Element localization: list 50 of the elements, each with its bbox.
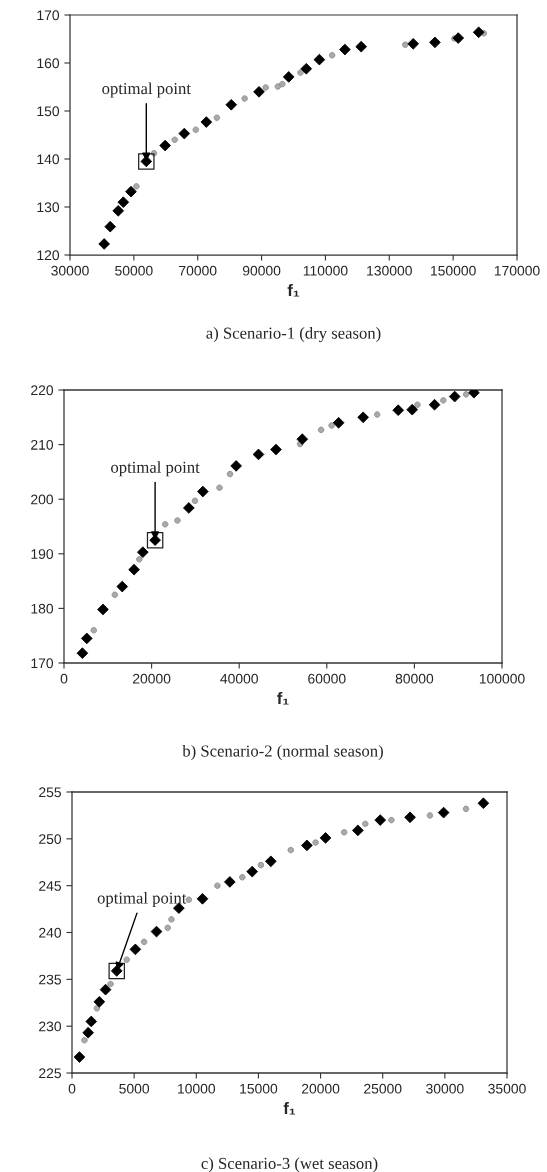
x-axis-title: f₁ [277, 691, 289, 705]
x-axis-title: f₁ [287, 283, 300, 297]
x-tick-label: 5000 [119, 1083, 150, 1094]
text: b) Scenario-2 (normal season) [182, 744, 383, 761]
x-tick-label: 30000 [426, 1083, 464, 1094]
y-tick-label: 255 [39, 787, 61, 798]
x-tick-label: 0 [68, 1083, 76, 1094]
annotation: optimal point [111, 461, 200, 477]
x-tick-label: 90000 [242, 265, 281, 276]
x-tick-label: 80000 [395, 673, 434, 684]
y-tick-label: 240 [39, 927, 62, 938]
y-tick-label: 225 [39, 1068, 61, 1079]
y-tick-label: 180 [31, 603, 54, 614]
x-tick-label: 100000 [479, 673, 525, 684]
y-tick-label: 160 [37, 58, 60, 69]
x-tick-label: 40000 [220, 673, 258, 684]
y-tick-label: 150 [37, 106, 60, 117]
y-tick-label: 235 [39, 974, 61, 985]
y-tick-label: 220 [31, 385, 54, 396]
y-tick-label: 200 [31, 494, 54, 505]
y-tick-label: 170 [31, 658, 54, 669]
y-tick-label: 170 [37, 10, 60, 21]
x-tick-label: 170000 [494, 265, 540, 276]
x-tick-label: 70000 [179, 265, 217, 276]
x-tick-label: 20000 [132, 673, 171, 684]
y-tick-label: 230 [39, 1021, 62, 1032]
y-tick-label: 245 [39, 881, 61, 891]
y-tick-label: 120 [37, 250, 60, 261]
text: c) Scenario-3 (wet season) [201, 1157, 378, 1172]
x-tick-label: 25000 [364, 1083, 402, 1094]
annotation: optimal point [102, 82, 191, 98]
x-tick-label: 10000 [178, 1083, 216, 1094]
y-tick-label: 250 [39, 834, 62, 844]
x-tick-label: 35000 [488, 1083, 526, 1094]
y-tick-label: 140 [37, 154, 60, 165]
x-tick-label: 0 [60, 673, 68, 684]
text: a) Scenario-1 (dry season) [206, 327, 381, 343]
y-tick-label: 210 [31, 439, 54, 450]
x-tick-label: 60000 [308, 673, 346, 684]
y-tick-label: 130 [37, 202, 60, 213]
x-tick-label: 30000 [51, 265, 89, 276]
x-axis-title: f₁ [283, 1101, 296, 1115]
x-tick-label: 15000 [240, 1083, 278, 1094]
x-tick-label: 20000 [301, 1083, 340, 1094]
x-tick-label: 110000 [303, 265, 348, 276]
x-tick-label: 130000 [367, 265, 412, 276]
annotation: optimal point [97, 891, 187, 908]
x-tick-label: 150000 [431, 265, 476, 276]
y-tick-label: 190 [31, 549, 54, 559]
x-tick-label: 50000 [115, 265, 153, 276]
